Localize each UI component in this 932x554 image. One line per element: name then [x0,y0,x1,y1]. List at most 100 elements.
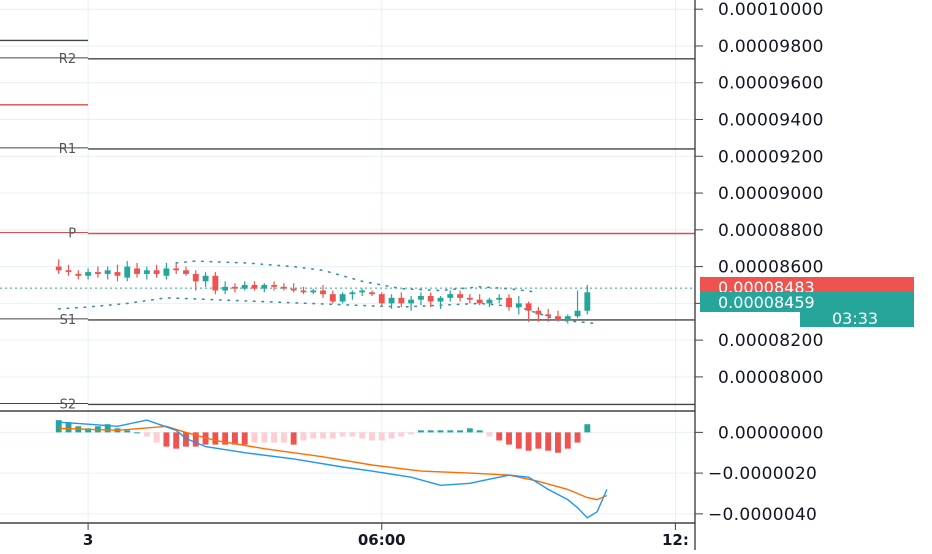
price-axis-label: 0.00009600 [718,74,824,94]
candle-body [408,299,415,304]
histogram-bar [241,432,248,445]
histogram-bar [251,432,258,443]
histogram-bar [310,432,317,439]
oscillator-layer [0,410,695,519]
histogram-bar [574,432,581,443]
candle-body [85,272,92,276]
histogram-bar [271,432,278,443]
candle-body [359,290,366,293]
histogram-bar [65,422,72,433]
time-axis-label: 3 [83,531,93,549]
candle-body [388,297,395,304]
price-axis-label: 0.00008600 [718,258,824,278]
price-axis-label: 0.00009200 [718,147,824,167]
countdown-badge-bg [800,309,914,327]
histogram-bar [525,432,532,451]
candle-body [574,310,581,317]
histogram-bar [143,432,150,437]
histogram-bar [515,432,522,449]
histogram-bar [212,432,219,445]
bid-price-badge: 0.00008459 [718,293,815,312]
histogram-bar [290,432,297,445]
histogram-bar [555,432,561,453]
signal-line [58,425,608,501]
histogram-bar [153,432,160,443]
candle-body [476,299,483,304]
time-axis-label: 12: [662,531,689,549]
osc-axis-label: 0.00000000 [718,423,824,443]
histogram-bar [134,432,140,434]
histogram-bar [584,424,591,433]
histogram-bar [486,432,493,437]
candle-body [134,268,140,274]
candle-body [545,314,552,317]
price-axis-label: 0.00009400 [718,111,824,131]
histogram-bar [192,432,199,447]
candle-body [329,294,336,302]
candle-body [535,310,542,315]
candle-body [555,316,561,320]
candle-body [310,290,317,293]
grid-layer [0,0,695,530]
candle-body [271,284,278,287]
envelope-upper-line [175,260,540,294]
candle-body [339,294,346,302]
candle-body [457,294,464,298]
candle-body [447,294,454,298]
histogram-bar [222,432,229,445]
candle-body [515,303,522,308]
candle-body [202,275,209,282]
price-axis-label: 0.00009000 [718,184,824,204]
histogram-bar [261,432,268,443]
candle-body [466,297,473,300]
candle-body [124,266,131,278]
candle-layer [55,259,591,324]
pivot-label: S1 [60,313,77,328]
histogram-bar [564,432,571,449]
histogram-bar [378,432,385,441]
candle-body [192,273,199,282]
candle-body [290,288,297,291]
envelope-layer [0,260,695,325]
candle-body [300,290,307,293]
candle-body [506,297,512,308]
macd-line [58,419,608,519]
histogram-bar [398,432,405,437]
candle-body [261,284,268,289]
osc-axis-label: −0.0000040 [708,505,817,525]
candle-body [486,299,493,304]
histogram-bar [506,432,512,445]
candle-body [65,270,72,273]
histogram-bar [369,432,375,441]
candle-body [153,270,160,274]
histogram-bar [280,432,287,443]
histogram-bar [300,432,307,441]
candle-body [320,290,326,295]
candle-body [241,284,248,289]
candle-body [163,268,170,276]
histogram-bar [437,430,444,433]
histogram-bar [349,432,356,437]
pivot-label: R1 [59,142,76,157]
bid-price-badge-bg [700,292,914,312]
candle-body [369,292,375,295]
candle-body [525,303,532,311]
candle-body [564,316,571,320]
candle-body [143,270,150,274]
candle-body [55,266,62,271]
histogram-bar [388,432,395,439]
histogram-bar [85,428,92,433]
candle-body [231,286,238,289]
candle-body [496,297,503,300]
candle-body [349,292,356,295]
candle-body [114,272,121,276]
histogram-bar [408,432,415,435]
candle-body [75,273,82,276]
candle-body [417,296,424,300]
pivot-label: S2 [60,397,77,412]
candle-body [280,286,287,289]
histogram-bar [183,432,189,447]
histogram-bar [447,430,454,433]
